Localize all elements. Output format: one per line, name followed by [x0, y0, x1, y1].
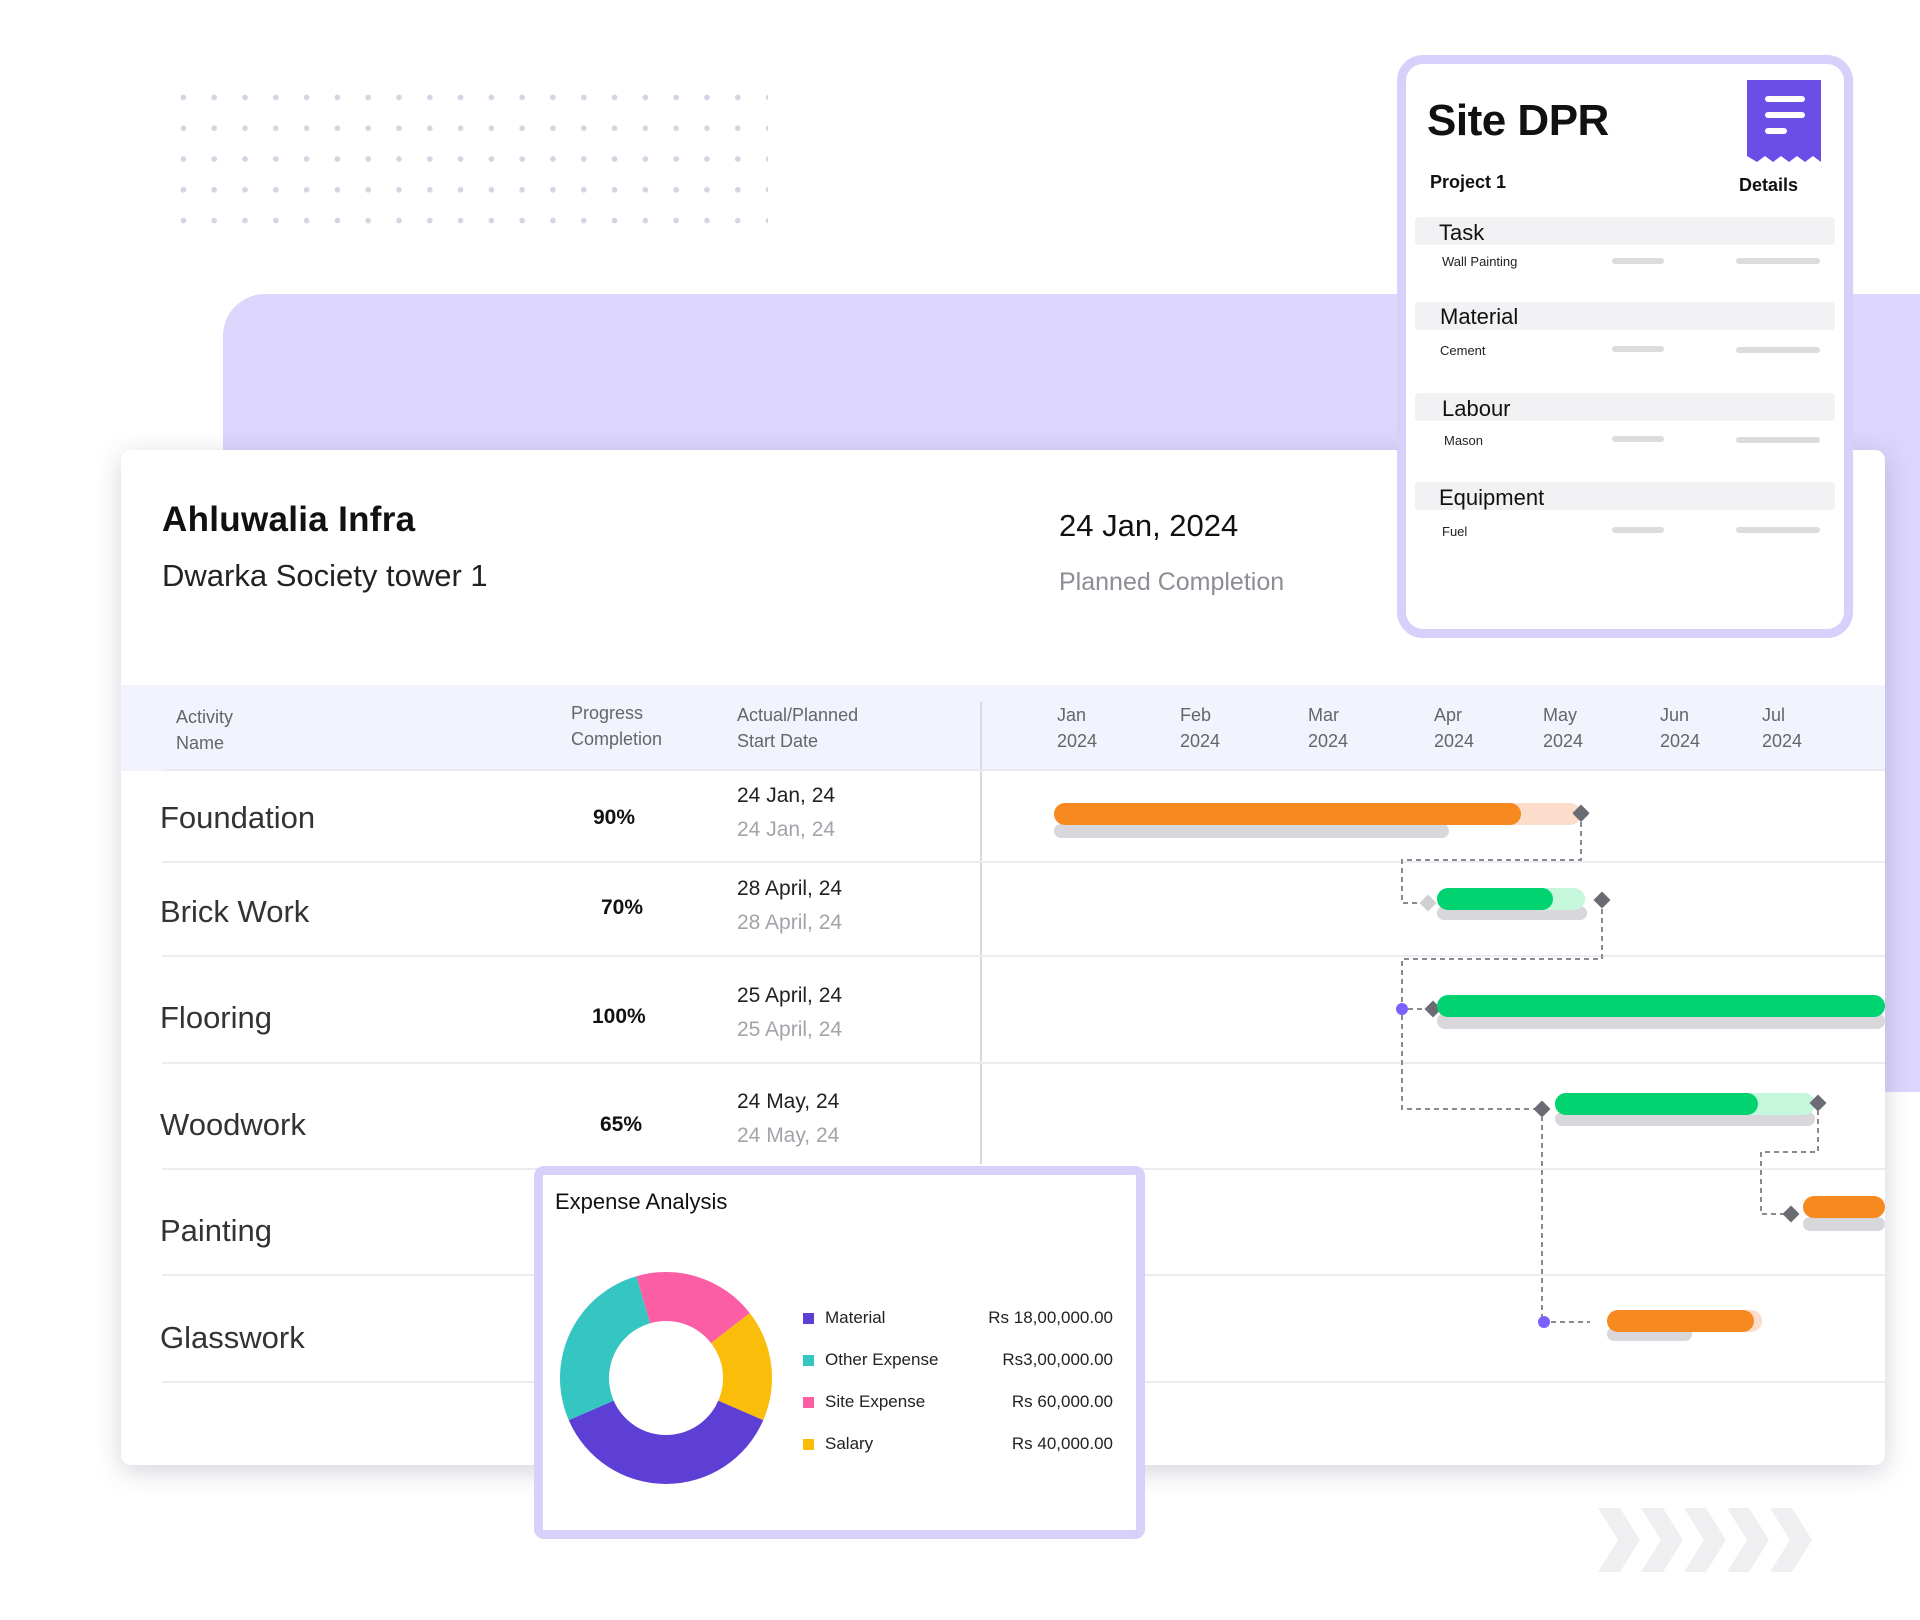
- legend-label-material: Material: [825, 1308, 886, 1327]
- activity-foundation[interactable]: Foundation: [160, 800, 316, 835]
- dpr-item-wall-painting: Wall Painting: [1442, 254, 1518, 269]
- legend-swatch-material: [803, 1313, 814, 1324]
- expense-donut-chart: [560, 1272, 772, 1484]
- planned-date-foundation: 24 Jan, 24: [737, 818, 836, 841]
- header-start-date[interactable]: Actual/Planned Start Date: [737, 705, 859, 751]
- legend-value-salary: Rs 40,000.00: [1011, 1434, 1113, 1453]
- planned-date-woodwork: 24 May, 24: [737, 1124, 840, 1147]
- actual-date-flooring: 25 April, 24: [737, 984, 843, 1007]
- dpr-section-bar: [1415, 393, 1835, 421]
- completion-date: 24 Jan, 2024: [1059, 508, 1239, 543]
- donut-slice-salary: [711, 1313, 772, 1421]
- month-jul: Jul 2024: [1762, 705, 1803, 751]
- chevron-decoration-icon: [1598, 1508, 1812, 1572]
- placeholder-bar: [1612, 527, 1664, 533]
- completion-date-label: Planned Completion: [1059, 568, 1285, 596]
- placeholder-bar: [1736, 258, 1820, 264]
- placeholder-bar: [1612, 258, 1664, 264]
- legend-label-other-expense: Other Expense: [825, 1350, 939, 1369]
- placeholder-bar: [1612, 436, 1664, 442]
- legend-swatch-site-expense: [803, 1397, 814, 1408]
- dpr-section-bar: [1415, 302, 1835, 330]
- expense-title: Expense Analysis: [555, 1189, 728, 1214]
- placeholder-bar: [1736, 347, 1820, 353]
- legend-value-site-expense: Rs 60,000.00: [1011, 1392, 1113, 1411]
- month-jun: Jun 2024: [1660, 705, 1701, 751]
- placeholder-bar: [1736, 527, 1820, 533]
- legend-label-site-expense: Site Expense: [825, 1392, 926, 1411]
- progress-woodwork: 65%: [600, 1113, 643, 1136]
- dpr-section-labour[interactable]: Labour: [1442, 396, 1511, 421]
- legend-label-salary: Salary: [825, 1434, 874, 1453]
- donut-slice-site-expense: [636, 1272, 750, 1344]
- row-separator: [162, 955, 1885, 957]
- column-divider: [980, 702, 982, 1164]
- header-activity[interactable]: Activity Name: [176, 707, 234, 753]
- placeholder-bar: [1736, 437, 1820, 443]
- actual-date-foundation: 24 Jan, 24: [737, 784, 836, 807]
- header-progress[interactable]: Progress Completion: [571, 703, 663, 749]
- document-icon[interactable]: [1747, 80, 1821, 162]
- table-header: [121, 685, 1885, 771]
- legend-value-material: Rs 18,00,000.00: [988, 1308, 1113, 1327]
- donut-slice-other-expense: [560, 1276, 651, 1421]
- placeholder-bar: [1612, 346, 1664, 352]
- activity-woodwork[interactable]: Woodwork: [160, 1107, 306, 1142]
- activity-glasswork[interactable]: Glasswork: [160, 1320, 305, 1355]
- month-feb: Feb 2024: [1180, 705, 1221, 751]
- company-name: Ahluwalia Infra: [162, 500, 416, 539]
- month-apr: Apr 2024: [1434, 705, 1475, 751]
- site-dpr-title: Site DPR: [1427, 96, 1609, 145]
- row-separator: [162, 861, 1885, 863]
- legend-value-other-expense: Rs3,00,000.00: [1002, 1350, 1113, 1369]
- actual-date-brick-work: 28 April, 24: [737, 877, 843, 900]
- planned-date-flooring: 25 April, 24: [737, 1018, 843, 1041]
- dot-pattern: [168, 82, 768, 242]
- row-separator: [162, 1062, 1885, 1064]
- actual-date-woodwork: 24 May, 24: [737, 1090, 840, 1113]
- month-jan: Jan 2024: [1057, 705, 1098, 751]
- month-mar: Mar 2024: [1308, 705, 1349, 751]
- activity-painting[interactable]: Painting: [160, 1213, 273, 1248]
- project-name: Dwarka Society tower 1: [162, 558, 488, 593]
- dpr-section-material[interactable]: Material: [1440, 304, 1519, 329]
- legend-swatch-salary: [803, 1439, 814, 1450]
- row-separator: [162, 769, 1885, 771]
- month-may: May 2024: [1543, 705, 1584, 751]
- dpr-details-link[interactable]: Details: [1739, 175, 1799, 195]
- activity-flooring[interactable]: Flooring: [160, 1000, 272, 1035]
- progress-brick-work: 70%: [601, 896, 644, 919]
- dpr-item-cement: Cement: [1440, 343, 1486, 358]
- dpr-section-task[interactable]: Task: [1439, 220, 1485, 245]
- dpr-item-fuel: Fuel: [1442, 524, 1468, 539]
- dpr-section-bar: [1415, 482, 1835, 510]
- dpr-section-equipment[interactable]: Equipment: [1439, 485, 1545, 510]
- progress-flooring: 100%: [592, 1005, 646, 1028]
- activity-brick-work[interactable]: Brick Work: [160, 894, 310, 929]
- dpr-item-mason: Mason: [1444, 433, 1484, 448]
- planned-date-brick-work: 28 April, 24: [737, 911, 843, 934]
- progress-foundation: 90%: [593, 806, 636, 829]
- dpr-section-bar: [1415, 217, 1835, 245]
- donut-slice-material: [568, 1400, 764, 1484]
- dpr-project-label: Project 1: [1430, 172, 1507, 192]
- legend-swatch-other-expense: [803, 1355, 814, 1366]
